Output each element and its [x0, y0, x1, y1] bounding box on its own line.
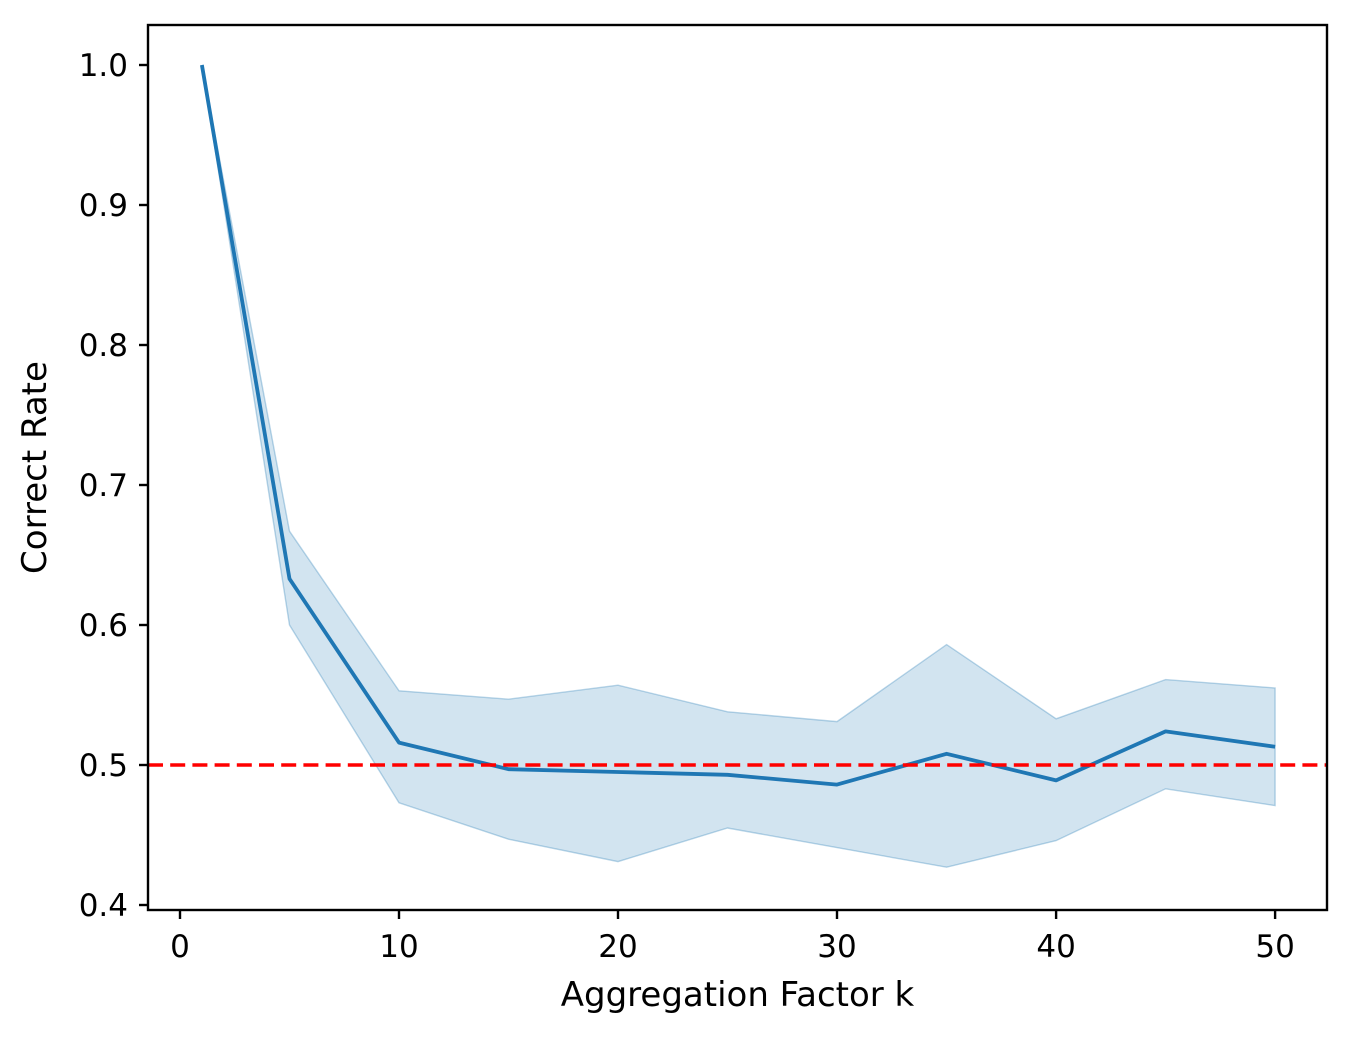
x-tick-label: 50: [1255, 929, 1294, 965]
plot-border: [146, 23, 1329, 912]
y-tick-label: 0.9: [79, 188, 128, 224]
confidence-band: [201, 64, 1276, 868]
y-axis-label: Correct Rate: [15, 361, 55, 574]
y-tick-label: 0.6: [79, 608, 128, 644]
x-axis-label: Aggregation Factor k: [561, 975, 915, 1015]
x-axis-ticks: 0 10 20 30 40 50: [170, 910, 1295, 965]
y-tick-label: 1.0: [79, 48, 128, 84]
y-tick-label: 0.8: [79, 328, 128, 364]
x-tick-label: 20: [598, 929, 637, 965]
y-axis-ticks: 0.4 0.5 0.6 0.7 0.8 0.9 1.0: [79, 48, 148, 924]
y-tick-label: 0.4: [79, 888, 128, 924]
x-tick-label: 0: [170, 929, 190, 965]
x-tick-label: 30: [817, 929, 856, 965]
y-tick-label: 0.7: [79, 468, 128, 504]
x-tick-label: 40: [1036, 929, 1075, 965]
x-tick-label: 10: [379, 929, 418, 965]
y-tick-label: 0.5: [79, 748, 128, 784]
